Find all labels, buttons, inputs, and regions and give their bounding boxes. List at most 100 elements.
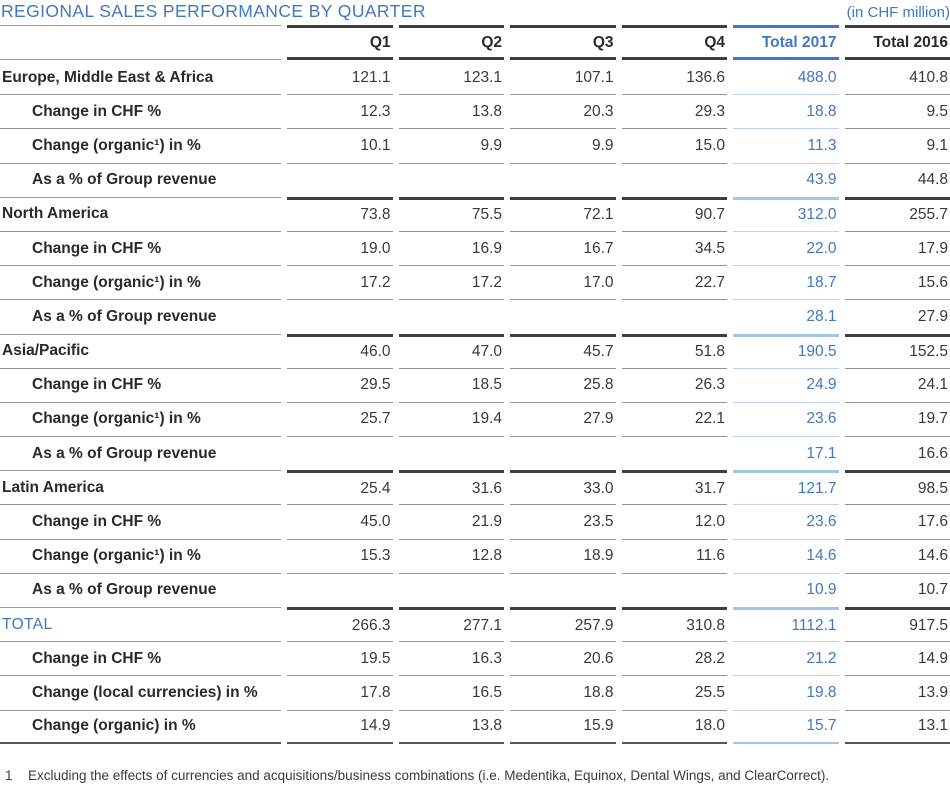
row-label-metric: Change (local currencies) in % (0, 675, 281, 709)
cell-q3: 25.8 (510, 367, 616, 402)
cell-q1: 25.7 (287, 401, 393, 436)
row-label-region: Latin America (0, 470, 281, 504)
cell-total-2016: 98.5 (844, 470, 950, 504)
cell-q3: 16.7 (510, 230, 616, 265)
cell-q2 (398, 162, 504, 197)
cell-q2: 13.8 (398, 94, 504, 128)
cell-total-2016: 9.5 (844, 94, 950, 128)
cell-q4: 22.7 (621, 265, 727, 299)
cell-q4: 12.0 (621, 504, 727, 538)
cell-total-2017: 23.6 (733, 504, 839, 538)
cell-q1: 10.1 (287, 128, 393, 162)
cell-total-2016: 16.6 (844, 436, 950, 470)
cell-total-2017: 21.2 (733, 641, 839, 675)
cell-q1: 29.5 (287, 367, 393, 402)
cell-q2: 47.0 (398, 333, 504, 368)
cell-q2: 19.4 (398, 401, 504, 436)
cell-q4: 25.5 (621, 675, 727, 709)
cell-q2: 9.9 (398, 128, 504, 162)
cell-q2: 75.5 (398, 196, 504, 231)
cell-q1: 45.0 (287, 504, 393, 538)
cell-q1: 121.1 (351, 68, 391, 86)
cell-q4: 15.0 (621, 128, 727, 162)
cell-total-2017: 24.9 (733, 367, 839, 402)
cell-total-2017: 11.3 (733, 128, 839, 162)
cell-total-2016: 9.1 (844, 128, 950, 162)
cell-q3: 20.3 (510, 94, 616, 128)
cell-total-2016: 19.7 (844, 401, 950, 436)
cell-q2: 17.2 (398, 265, 504, 299)
cell-q1 (287, 299, 393, 333)
cell-q3: 15.9 (510, 709, 616, 744)
cell-q4: 31.7 (621, 470, 727, 504)
cell-total-2017: 22.0 (733, 230, 839, 265)
cell-q3: 45.7 (510, 333, 616, 368)
row-label-metric: As a % of Group revenue (0, 162, 281, 197)
cell-q2: 18.5 (398, 367, 504, 402)
cell-total-2016: 13.9 (844, 675, 950, 709)
cell-q4: 136.6 (686, 68, 725, 86)
cell-q4: 29.3 (621, 94, 727, 128)
cell-q1: 17.8 (287, 675, 393, 709)
cell-q1: 15.3 (287, 538, 393, 573)
cell-q3: 72.1 (510, 196, 616, 231)
cell-q4: 34.5 (621, 230, 727, 265)
cell-q3 (510, 436, 616, 470)
column-header-total-2016: Total 2016 (844, 25, 950, 60)
cell-total-2017: 23.6 (733, 401, 839, 436)
row-label-metric: Change in CHF % (0, 641, 281, 675)
cell-total-2016: 17.6 (844, 504, 950, 538)
cell-total-2017: 488.0 (797, 68, 837, 86)
row-label-total: TOTAL (0, 607, 281, 641)
cell-total-2016: 410.8 (909, 68, 948, 86)
cell-total-2017: 18.7 (733, 265, 839, 299)
cell-total-2016: 13.1 (844, 709, 950, 744)
cell-q3: 27.9 (510, 401, 616, 436)
row-label-metric: Change (organic¹) in % (0, 128, 281, 162)
cell-q4: 28.2 (621, 641, 727, 675)
cell-q3: 18.8 (510, 675, 616, 709)
cell-total-2017: 10.9 (733, 572, 839, 607)
row-label-metric: Change (organic¹) in % (0, 401, 281, 436)
cell-total-2016: 15.6 (844, 265, 950, 299)
cell-q2: 13.8 (398, 709, 504, 744)
unit-note: (in CHF million) (846, 4, 950, 21)
cell-q2 (398, 572, 504, 607)
cell-total-2017: 19.8 (733, 675, 839, 709)
column-header-q2: Q2 (398, 25, 504, 60)
row-label-metric: Change (organic¹) in % (0, 538, 281, 573)
cell-q4: 90.7 (621, 196, 727, 231)
cell-q4 (621, 299, 727, 333)
cell-total-2017: 15.7 (733, 709, 839, 744)
footnote-marker: 1 (5, 767, 13, 783)
cell-total-2016: 14.9 (844, 641, 950, 675)
cell-total-2016: 255.7 (844, 196, 950, 231)
row-label-metric: As a % of Group revenue (0, 436, 281, 470)
cell-q4: 22.1 (621, 401, 727, 436)
cell-q3 (510, 299, 616, 333)
row-label-metric: As a % of Group revenue (0, 299, 281, 333)
regional-sales-table: Q1 Q2 Q3 Q4 Total 2017 Total 2016 Europe, Midd… (0, 25, 950, 744)
cell-total-2017: 312.0 (733, 196, 839, 231)
column-header-q1: Q1 (287, 25, 393, 60)
column-header-q4: Q4 (621, 25, 727, 60)
cell-q4: 18.0 (621, 709, 727, 744)
cell-total-2017: 14.6 (733, 538, 839, 573)
cell-q1: 266.3 (287, 607, 393, 641)
cell-q1 (287, 572, 393, 607)
cell-q1: 19.5 (287, 641, 393, 675)
cell-q2: 12.8 (398, 538, 504, 573)
cell-total-2017: 43.9 (733, 162, 839, 197)
row-label-metric: Change in CHF % (0, 504, 281, 538)
cell-q3 (510, 572, 616, 607)
cell-total-2017: 1112.1 (733, 607, 839, 641)
cell-q2: 16.5 (398, 675, 504, 709)
cell-total-2016: 44.8 (844, 162, 950, 197)
row-label-metric: Change in CHF % (0, 230, 281, 265)
cell-total-2017: 121.7 (733, 470, 839, 504)
cell-q1 (287, 436, 393, 470)
cell-q2: 123.1 (463, 68, 502, 86)
cell-total-2016: 27.9 (844, 299, 950, 333)
cell-q1: 25.4 (287, 470, 393, 504)
title-bar: REGIONAL SALES PERFORMANCE BY QUARTER (i… (0, 0, 950, 25)
